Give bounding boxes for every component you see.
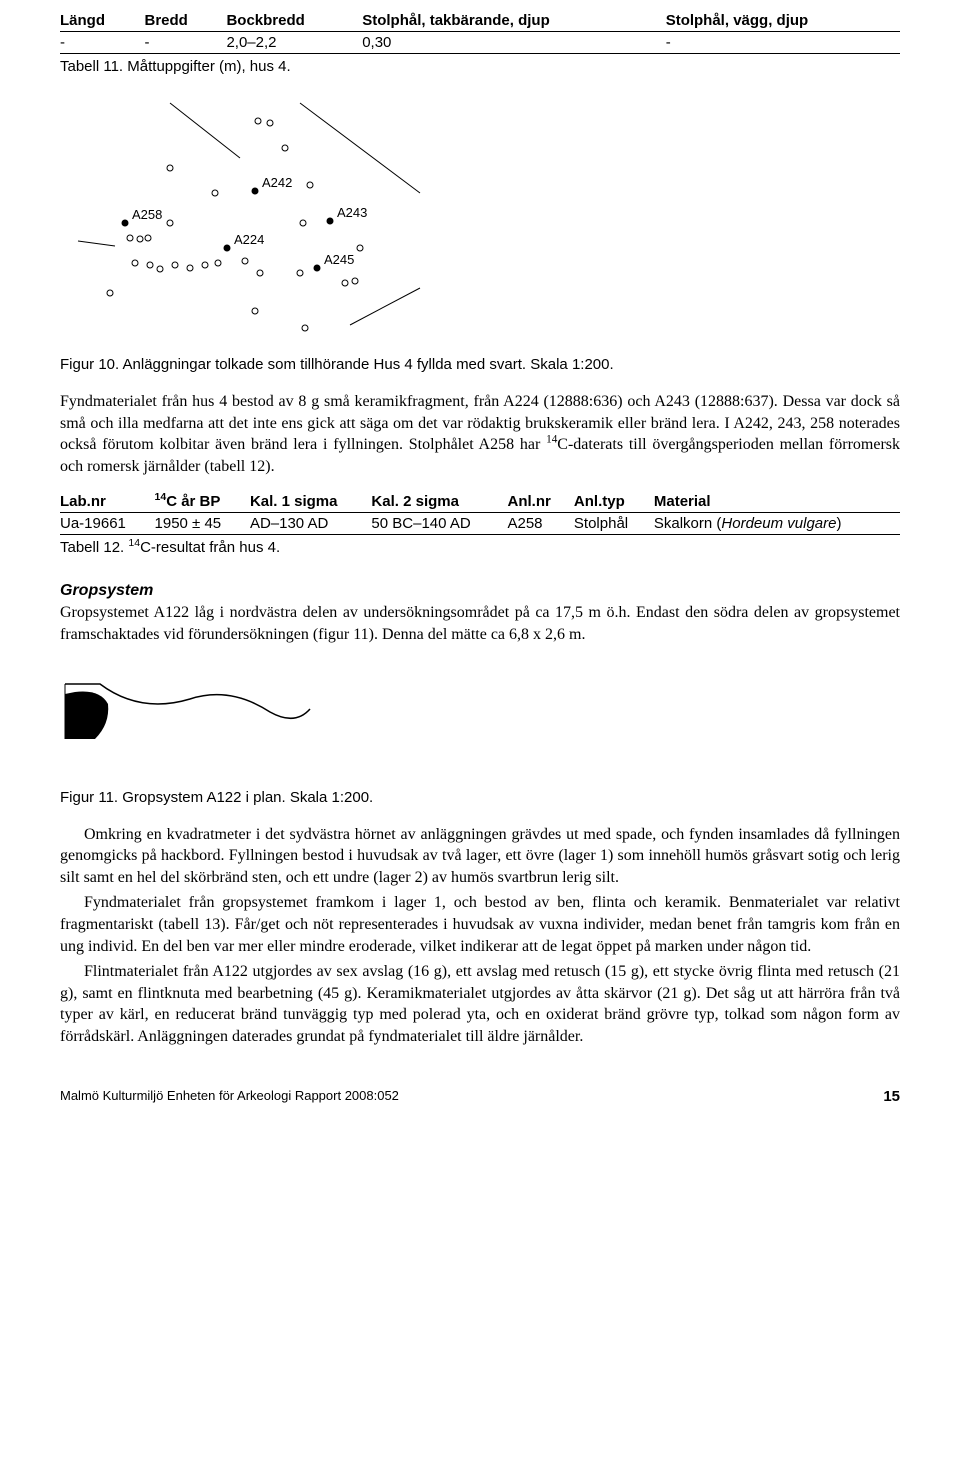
- paragraph-1: Fyndmaterialet från hus 4 bestod av 8 g …: [60, 391, 900, 477]
- t12-r0c1: 1950 ± 45: [155, 513, 250, 535]
- footer-left: Malmö Kulturmiljö Enheten för Arkeologi …: [60, 1088, 399, 1105]
- t12-r0c6: Skalkorn (Hordeum vulgare): [654, 513, 900, 535]
- svg-text:A258: A258: [132, 207, 162, 222]
- t11-col-2: Bockbredd: [226, 10, 362, 32]
- t11-r0c1: -: [145, 32, 227, 54]
- c14-sup: 14: [128, 537, 140, 549]
- t12-col-1: 14C år BP: [155, 491, 250, 513]
- table-12-caption: Tabell 12. 14C-resultat från hus 4.: [60, 539, 900, 556]
- table-row: Ua-19661 1950 ± 45 AD–130 AD 50 BC–140 A…: [60, 513, 900, 535]
- t12-r0c6-a: Skalkorn (: [654, 515, 722, 532]
- footer-page-number: 15: [883, 1088, 900, 1105]
- c14-sup: 14: [155, 491, 167, 503]
- svg-text:A243: A243: [337, 205, 367, 220]
- t12-r0c5: Stolphål: [574, 513, 654, 535]
- paragraph-5: Flintmaterialet från A122 utgjordes av s…: [60, 961, 900, 1047]
- t12-r0c4: A258: [507, 513, 573, 535]
- figure-11-caption: Figur 11. Gropsystem A122 i plan. Skala …: [60, 789, 900, 806]
- page-container: Längd Bredd Bockbredd Stolphål, takbäran…: [0, 0, 960, 1135]
- table-11-caption: Tabell 11. Måttuppgifter (m), hus 4.: [60, 58, 900, 75]
- t12-r0c3: 50 BC–140 AD: [371, 513, 507, 535]
- figure-10-caption: Figur 10. Anläggningar tolkade som tillh…: [60, 356, 900, 373]
- table-row: - - 2,0–2,2 0,30 -: [60, 32, 900, 54]
- svg-text:A245: A245: [324, 252, 354, 267]
- t11-r0c4: -: [666, 32, 900, 54]
- svg-text:A224: A224: [234, 232, 264, 247]
- t12-cap-pre: Tabell 12.: [60, 539, 128, 556]
- t12-r0c0: Ua-19661: [60, 513, 155, 535]
- t11-col-0: Längd: [60, 10, 145, 32]
- paragraph-4: Fyndmaterialet från gropsystemet framkom…: [60, 892, 900, 957]
- t11-col-4: Stolphål, vägg, djup: [666, 10, 900, 32]
- figure-11: [60, 664, 900, 759]
- t11-r0c3: 0,30: [362, 32, 665, 54]
- page-footer: Malmö Kulturmiljö Enheten för Arkeologi …: [60, 1088, 900, 1105]
- t12-r0c6-i: Hordeum vulgare: [721, 515, 836, 532]
- c14-sup: 14: [546, 434, 557, 446]
- figure-11-svg: [60, 664, 320, 754]
- svg-text:A242: A242: [262, 175, 292, 190]
- table-12: Lab.nr 14C år BP Kal. 1 sigma Kal. 2 sig…: [60, 491, 900, 535]
- t11-r0c0: -: [60, 32, 145, 54]
- paragraph-2: Gropsystemet A122 låg i nordvästra delen…: [60, 602, 900, 645]
- t12-col-0: Lab.nr: [60, 491, 155, 513]
- t12-r0c2: AD–130 AD: [250, 513, 371, 535]
- table-11: Längd Bredd Bockbredd Stolphål, takbäran…: [60, 10, 900, 54]
- t11-r0c2: 2,0–2,2: [226, 32, 362, 54]
- t12-col-6: Material: [654, 491, 900, 513]
- figure-10: A258 A242 A243 A224 A245: [60, 93, 900, 348]
- t11-col-3: Stolphål, takbärande, djup: [362, 10, 665, 32]
- t12-col-2: Kal. 1 sigma: [250, 491, 371, 513]
- t12-col-5: Anl.typ: [574, 491, 654, 513]
- t12-cap-post: C-resultat från hus 4.: [140, 539, 280, 556]
- t11-col-1: Bredd: [145, 10, 227, 32]
- paragraph-3: Omkring en kvadratmeter i det sydvästra …: [60, 824, 900, 889]
- t12-col-4: Anl.nr: [507, 491, 573, 513]
- t12-r0c6-b: ): [836, 515, 841, 532]
- t12-col-1-text: C år BP: [166, 493, 220, 510]
- t12-col-3: Kal. 2 sigma: [371, 491, 507, 513]
- figure-10-svg: A258 A242 A243 A224 A245: [60, 93, 440, 343]
- gropsystem-heading: Gropsystem: [60, 582, 900, 600]
